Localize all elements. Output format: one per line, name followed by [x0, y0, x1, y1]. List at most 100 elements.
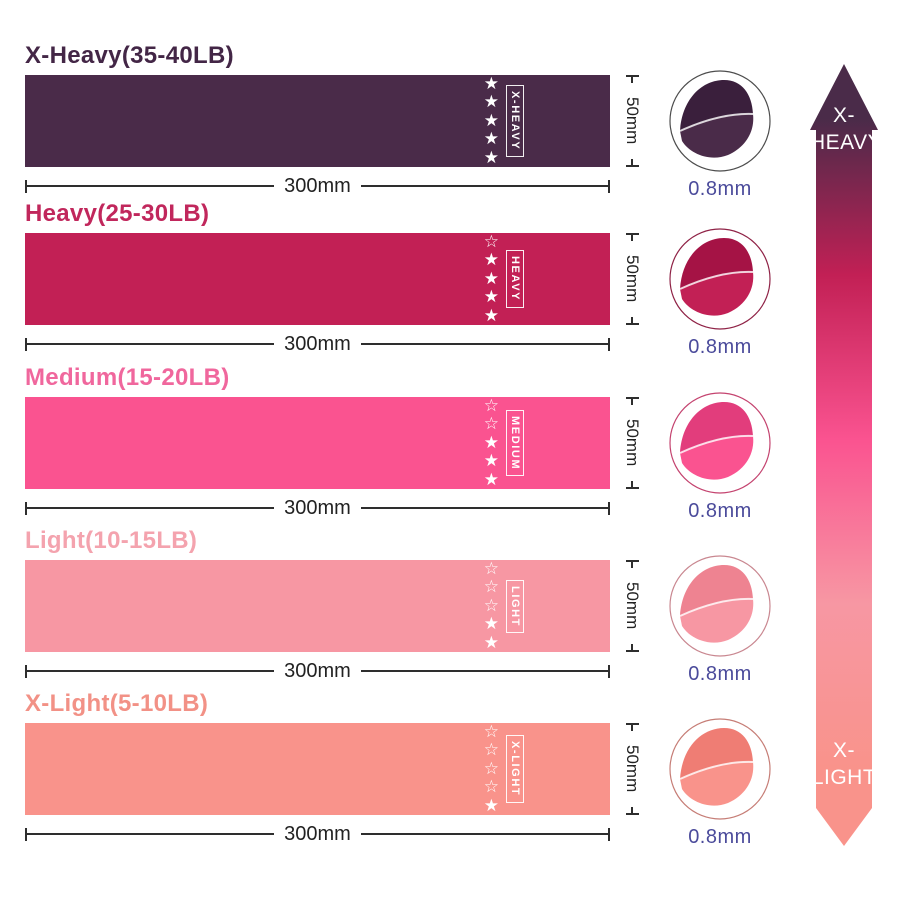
height-dimension: 50mm [619, 560, 645, 652]
dimension-line [27, 670, 275, 672]
band-row-x-light: X-Light(5-10LB) ☆ ☆ ☆ ☆ ★ X-LIGHT 50mm 3… [25, 690, 642, 845]
height-dimension-label: 50mm [623, 97, 642, 145]
band-marking: ☆ ☆ ☆ ☆ ★ X-LIGHT [483, 721, 524, 815]
band-title: Medium(15-20LB) [25, 364, 230, 391]
dimension-line [360, 343, 609, 345]
dimension-line [360, 185, 609, 187]
width-dimension-label: 300mm [284, 823, 351, 845]
band-marking: ★ ★ ★ ★ ★ X-HEAVY [483, 73, 524, 167]
thickness-thumb-medium: 0.8mm [664, 391, 776, 523]
height-dimension: 50mm [619, 723, 645, 815]
band-title: X-Heavy(35-40LB) [25, 42, 234, 69]
band-marking: ☆ ☆ ☆ ★ ★ LIGHT [483, 558, 524, 652]
dimension-tick [25, 337, 27, 351]
height-dimension-label: 50mm [623, 745, 642, 793]
band-strip: ☆ ☆ ☆ ☆ ★ X-LIGHT [25, 721, 610, 815]
star-rating: ★ ★ ★ ★ ★ [483, 73, 499, 167]
band-strip: ★ ★ ★ ★ ★ X-HEAVY [25, 73, 610, 167]
star-rating: ☆ ★ ★ ★ ★ [483, 231, 499, 325]
dimension-tick [25, 501, 27, 515]
thickness-label: 0.8mm [688, 826, 752, 848]
folded-band-photo [669, 555, 771, 657]
band-title: Heavy(25-30LB) [25, 200, 210, 227]
dimension-tick [625, 75, 639, 83]
width-dimension-label: 300mm [284, 660, 351, 682]
dimension-tick [608, 827, 611, 841]
thickness-label: 0.8mm [688, 336, 752, 358]
band-row-heavy: Heavy(25-30LB) ☆ ★ ★ ★ ★ HEAVY 50mm 300m… [25, 200, 642, 355]
dimension-line [360, 833, 609, 835]
dimension-tick [625, 317, 639, 325]
height-dimension: 50mm [619, 233, 645, 325]
band-row-x-heavy: X-Heavy(35-40LB) ★ ★ ★ ★ ★ X-HEAVY 50mm … [25, 42, 642, 197]
dimension-tick [625, 560, 639, 568]
width-dimension: 300mm [25, 333, 611, 355]
dimension-tick [608, 664, 611, 678]
dimension-line [360, 670, 609, 672]
dimension-line [27, 343, 275, 345]
gradient-arrow-shape [810, 64, 878, 846]
width-dimension: 300mm [25, 823, 611, 845]
dimension-tick [625, 644, 639, 652]
width-dimension-label: 300mm [284, 333, 351, 355]
height-dimension: 50mm [619, 75, 645, 167]
width-dimension: 300mm [25, 497, 611, 519]
height-dimension-label: 50mm [623, 255, 642, 303]
band-strip: ☆ ☆ ☆ ★ ★ LIGHT [25, 558, 610, 652]
thickness-thumb-x-heavy: 0.8mm [664, 69, 776, 201]
dimension-line [27, 833, 275, 835]
dimension-tick [625, 233, 639, 241]
width-dimension-label: 300mm [284, 497, 351, 519]
thickness-label: 0.8mm [688, 178, 752, 200]
folded-band-photo [669, 718, 771, 820]
dimension-tick [625, 481, 639, 489]
dimension-tick [25, 179, 27, 193]
width-dimension-label: 300mm [284, 175, 351, 197]
dimension-tick [25, 827, 27, 841]
dimension-tick [608, 179, 611, 193]
dimension-line [27, 185, 275, 187]
width-dimension: 300mm [25, 175, 611, 197]
band-marking: ☆ ☆ ★ ★ ★ MEDIUM [483, 395, 524, 489]
folded-band-photo [669, 392, 771, 494]
dimension-tick [625, 723, 639, 731]
thickness-label: 0.8mm [688, 663, 752, 685]
band-row-light: Light(10-15LB) ☆ ☆ ☆ ★ ★ LIGHT 50mm 300m… [25, 527, 642, 682]
dimension-tick [25, 664, 27, 678]
band-print-label: X-HEAVY [506, 85, 524, 157]
dimension-line [27, 507, 275, 509]
height-dimension-label: 50mm [623, 419, 642, 467]
dimension-tick [625, 397, 639, 405]
star-rating: ☆ ☆ ☆ ★ ★ [483, 558, 499, 652]
arrow-bottom-label: X- LIGHT [811, 739, 877, 789]
dimension-tick [608, 501, 611, 515]
thickness-thumb-x-light: 0.8mm [664, 717, 776, 849]
band-row-medium: Medium(15-20LB) ☆ ☆ ★ ★ ★ MEDIUM 50mm 30… [25, 364, 642, 519]
thickness-thumb-light: 0.8mm [664, 554, 776, 686]
band-title: X-Light(5-10LB) [25, 690, 209, 717]
width-dimension: 300mm [25, 660, 611, 682]
star-rating: ☆ ☆ ★ ★ ★ [483, 395, 499, 489]
band-title: Light(10-15LB) [25, 527, 198, 554]
thickness-thumb-heavy: 0.8mm [664, 227, 776, 359]
band-print-label: X-LIGHT [506, 735, 524, 803]
band-strip: ☆ ☆ ★ ★ ★ MEDIUM [25, 395, 610, 489]
thickness-label: 0.8mm [688, 500, 752, 522]
dimension-tick [625, 807, 639, 815]
folded-band-photo [669, 70, 771, 172]
height-dimension-label: 50mm [623, 582, 642, 630]
folded-band-photo [669, 228, 771, 330]
band-print-label: HEAVY [506, 250, 524, 308]
resistance-scale-arrow: X- HEAVY X- LIGHT [810, 64, 883, 846]
height-dimension: 50mm [619, 397, 645, 489]
band-print-label: MEDIUM [506, 409, 524, 477]
dimension-tick [625, 159, 639, 167]
dimension-line [360, 507, 609, 509]
band-strip: ☆ ★ ★ ★ ★ HEAVY [25, 231, 610, 325]
star-rating: ☆ ☆ ☆ ☆ ★ [483, 721, 499, 815]
arrow-top-label: X- HEAVY [810, 104, 883, 154]
dimension-tick [608, 337, 611, 351]
band-marking: ☆ ★ ★ ★ ★ HEAVY [483, 231, 524, 325]
band-print-label: LIGHT [506, 579, 524, 633]
